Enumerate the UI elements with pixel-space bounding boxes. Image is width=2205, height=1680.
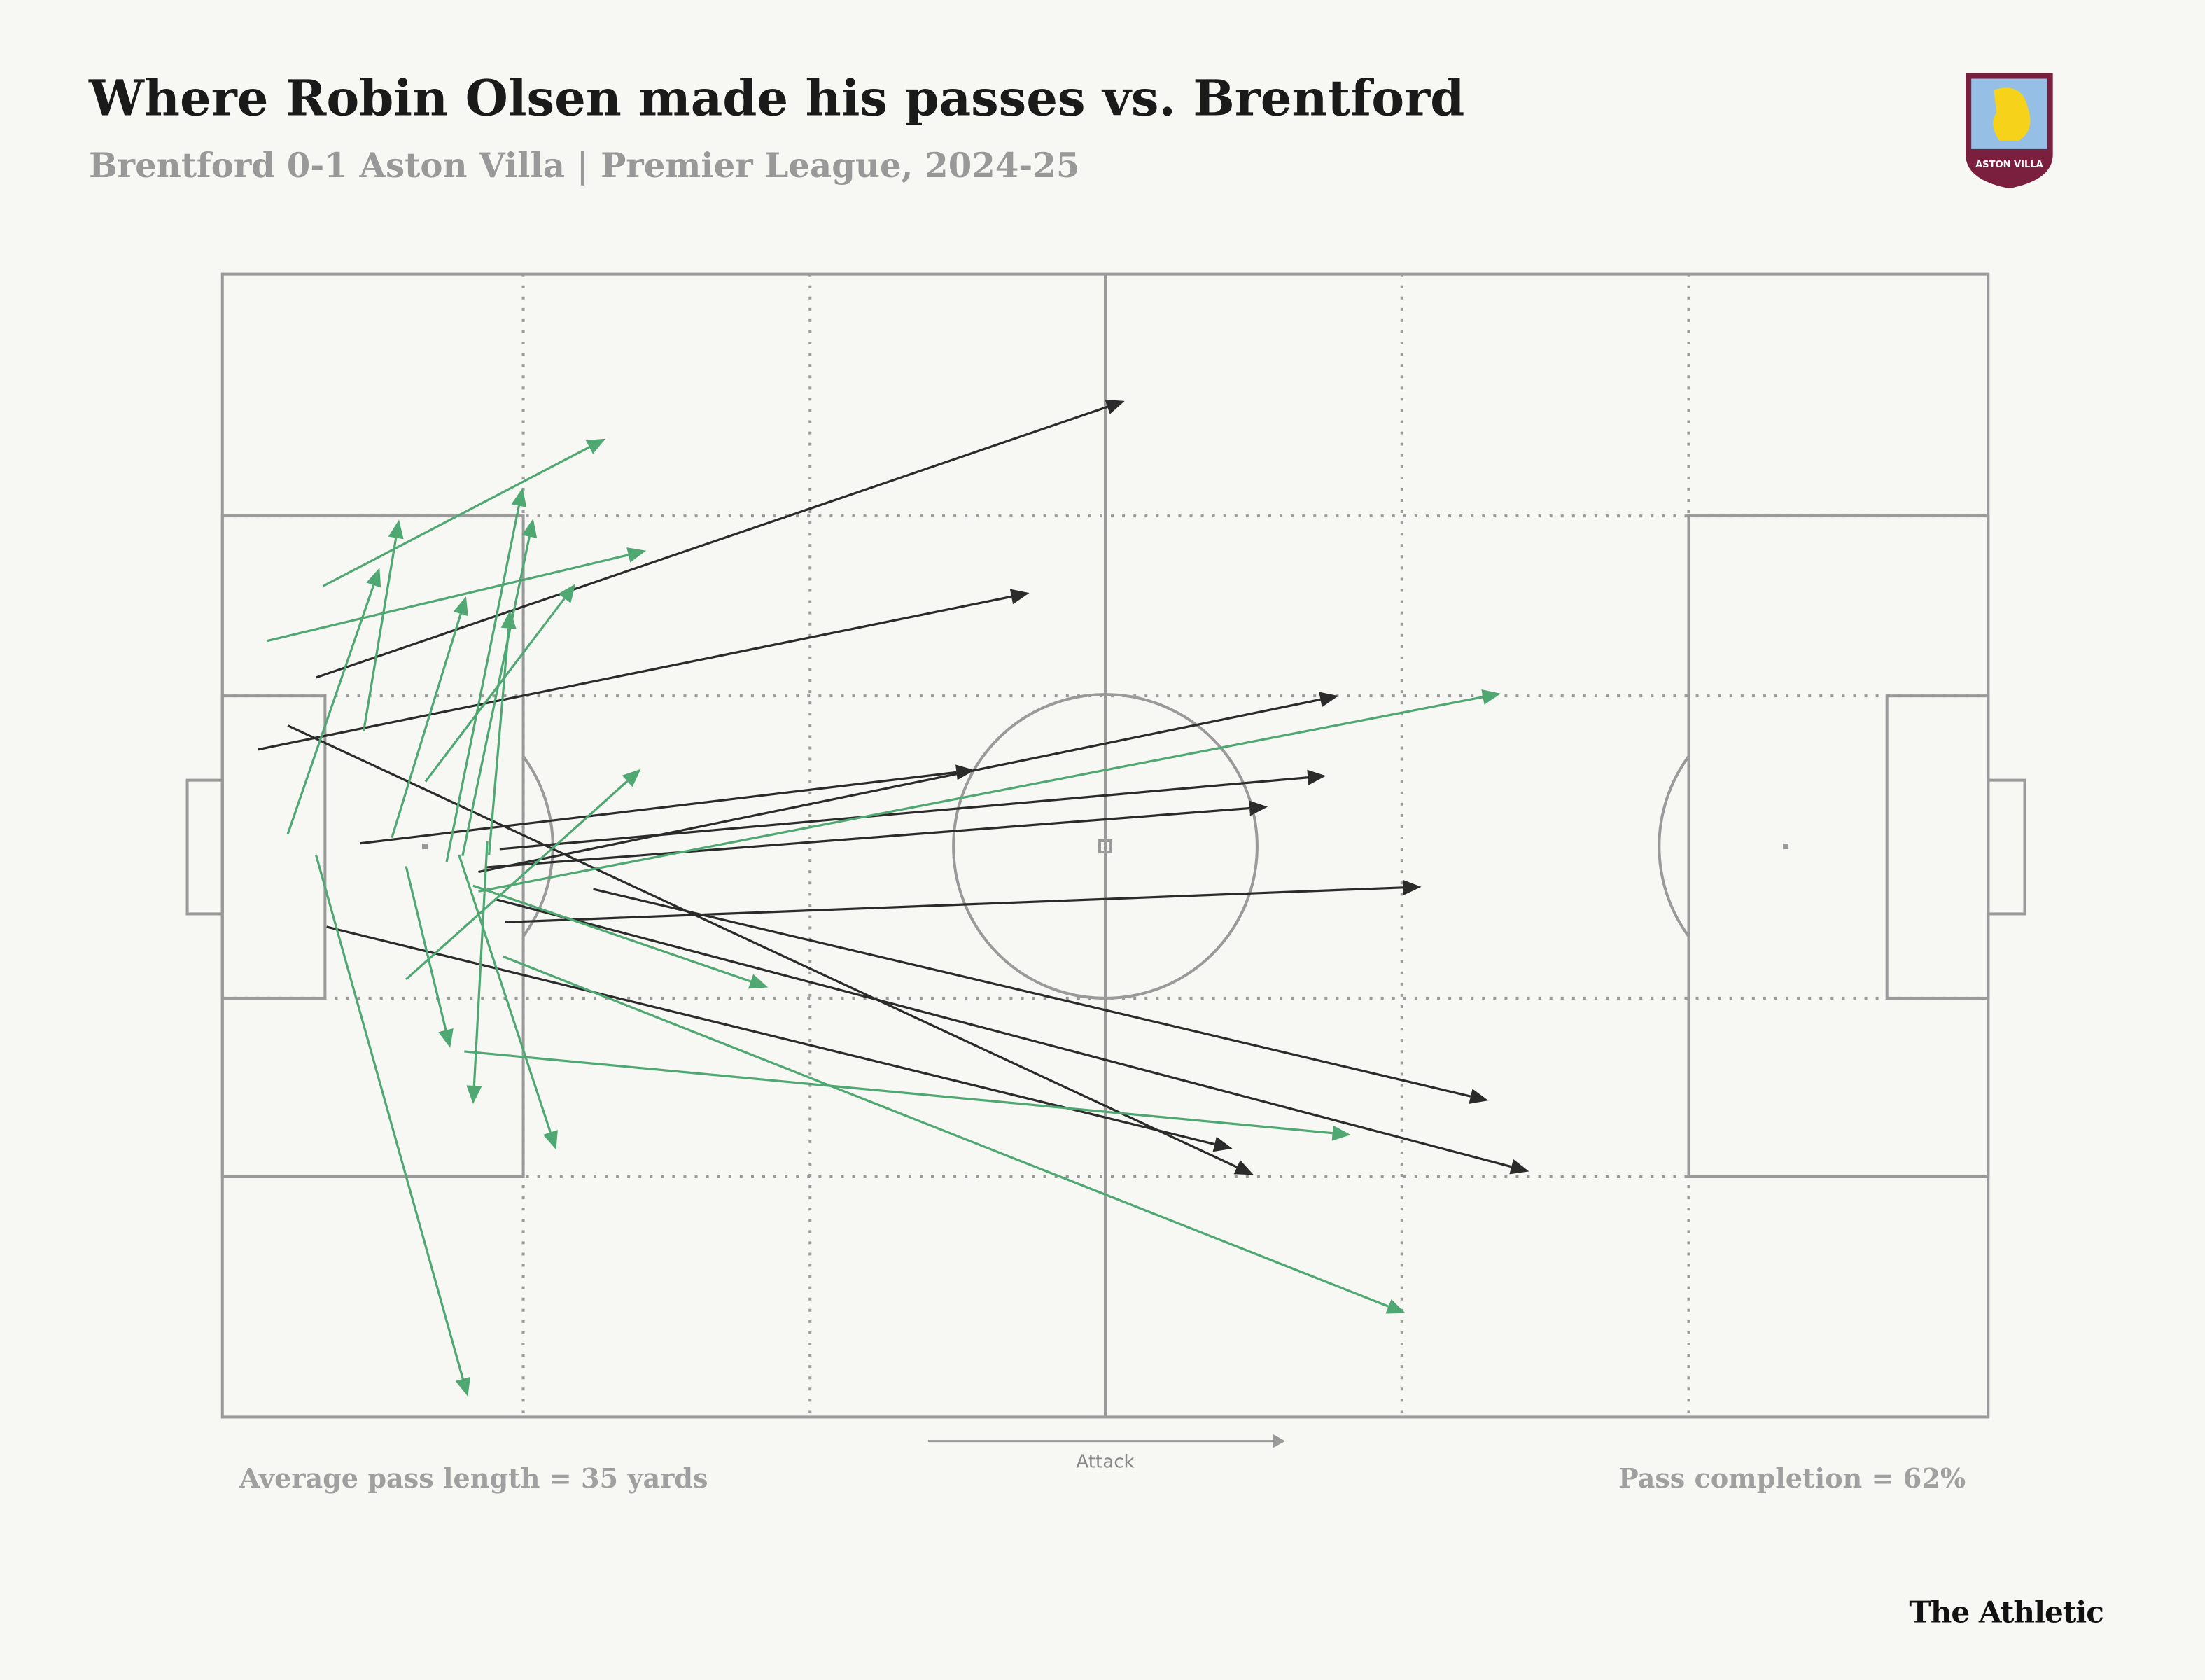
penalty-spot [421, 844, 428, 850]
pass [458, 854, 552, 1133]
pass [503, 955, 1390, 1308]
pass [472, 884, 752, 983]
goal [1987, 778, 2026, 916]
pitch [186, 272, 2026, 1419]
pass [593, 888, 1471, 1098]
pass-arrowhead [1469, 1088, 1489, 1104]
goal [186, 778, 224, 916]
subtitle: Brentford 0-1 Aston Villa | Premier Leag… [89, 146, 1079, 186]
pass-arrowhead [366, 568, 382, 588]
pass [315, 405, 1108, 679]
pass [445, 505, 520, 862]
pass [405, 780, 629, 981]
penalty-arc [1658, 755, 1690, 937]
penalty-spot [1783, 844, 1789, 850]
pass [488, 628, 510, 855]
pass-arrowhead [1307, 769, 1326, 785]
pass [478, 696, 1483, 892]
pass-arrowhead [1249, 800, 1268, 816]
pass-arrowhead [388, 519, 404, 540]
pass-arrowhead [1403, 879, 1422, 895]
pass [461, 536, 531, 857]
pass-arrowhead [1233, 1160, 1254, 1175]
pass-arrowhead [1509, 1159, 1530, 1175]
centre-circle [952, 693, 1259, 1000]
attack-label: Attack [1076, 1452, 1135, 1473]
pass-arrowhead [1385, 1298, 1406, 1314]
pass [485, 806, 1250, 869]
pass-arrowhead [1319, 692, 1338, 708]
pass [405, 866, 447, 1031]
badge-lion [1993, 88, 2031, 141]
pass [314, 854, 464, 1380]
pass [360, 771, 957, 845]
pass [257, 595, 1012, 751]
pass [286, 584, 375, 835]
pass-arrowhead [542, 1130, 558, 1150]
title: Where Robin Olsen made his passes vs. Br… [88, 69, 1464, 127]
pass-arrowhead [511, 487, 527, 507]
pass [505, 886, 1404, 924]
centre-spot [1098, 839, 1113, 854]
pass-arrowhead [453, 596, 468, 617]
pass [496, 898, 1512, 1168]
pass-arrowhead [558, 584, 576, 603]
pass-arrowhead [1009, 589, 1030, 605]
pass-arrowhead [500, 610, 517, 629]
pass [287, 724, 1238, 1168]
attack-arrowhead [1273, 1434, 1286, 1448]
pass [499, 776, 1308, 850]
club-badge: ASTON VILLA [1966, 73, 2053, 189]
pass-arrowhead [748, 974, 769, 989]
pass [362, 538, 398, 732]
pass-arrowhead [1481, 689, 1502, 705]
brand: The Athletic [1909, 1595, 2104, 1630]
pass [391, 613, 462, 839]
pass [472, 841, 489, 1086]
pass-arrowhead [455, 1376, 470, 1397]
pass-completion: Pass completion = 62% [1618, 1462, 1966, 1494]
pass [478, 698, 1321, 874]
pass [266, 554, 629, 643]
pass [464, 1050, 1333, 1135]
penalty-arc [522, 755, 554, 937]
pass [424, 597, 566, 783]
pass-arrowhead [622, 769, 641, 788]
attack-indicator: Attack [927, 1434, 1286, 1473]
pass-arrowhead [466, 1085, 482, 1105]
pass-arrowhead [1331, 1125, 1351, 1141]
pass-arrowhead [585, 438, 606, 454]
pass-arrowhead [522, 519, 538, 538]
pass-arrowhead [626, 547, 647, 563]
average-pass-length: Average pass length = 35 yards [239, 1462, 708, 1494]
pass-arrowhead [1105, 399, 1125, 414]
pass-arrowhead [1212, 1136, 1233, 1152]
badge-text: ASTON VILLA [1975, 160, 2044, 170]
pass [322, 446, 590, 587]
pass-arrowhead [438, 1028, 454, 1049]
passes [257, 399, 1530, 1397]
